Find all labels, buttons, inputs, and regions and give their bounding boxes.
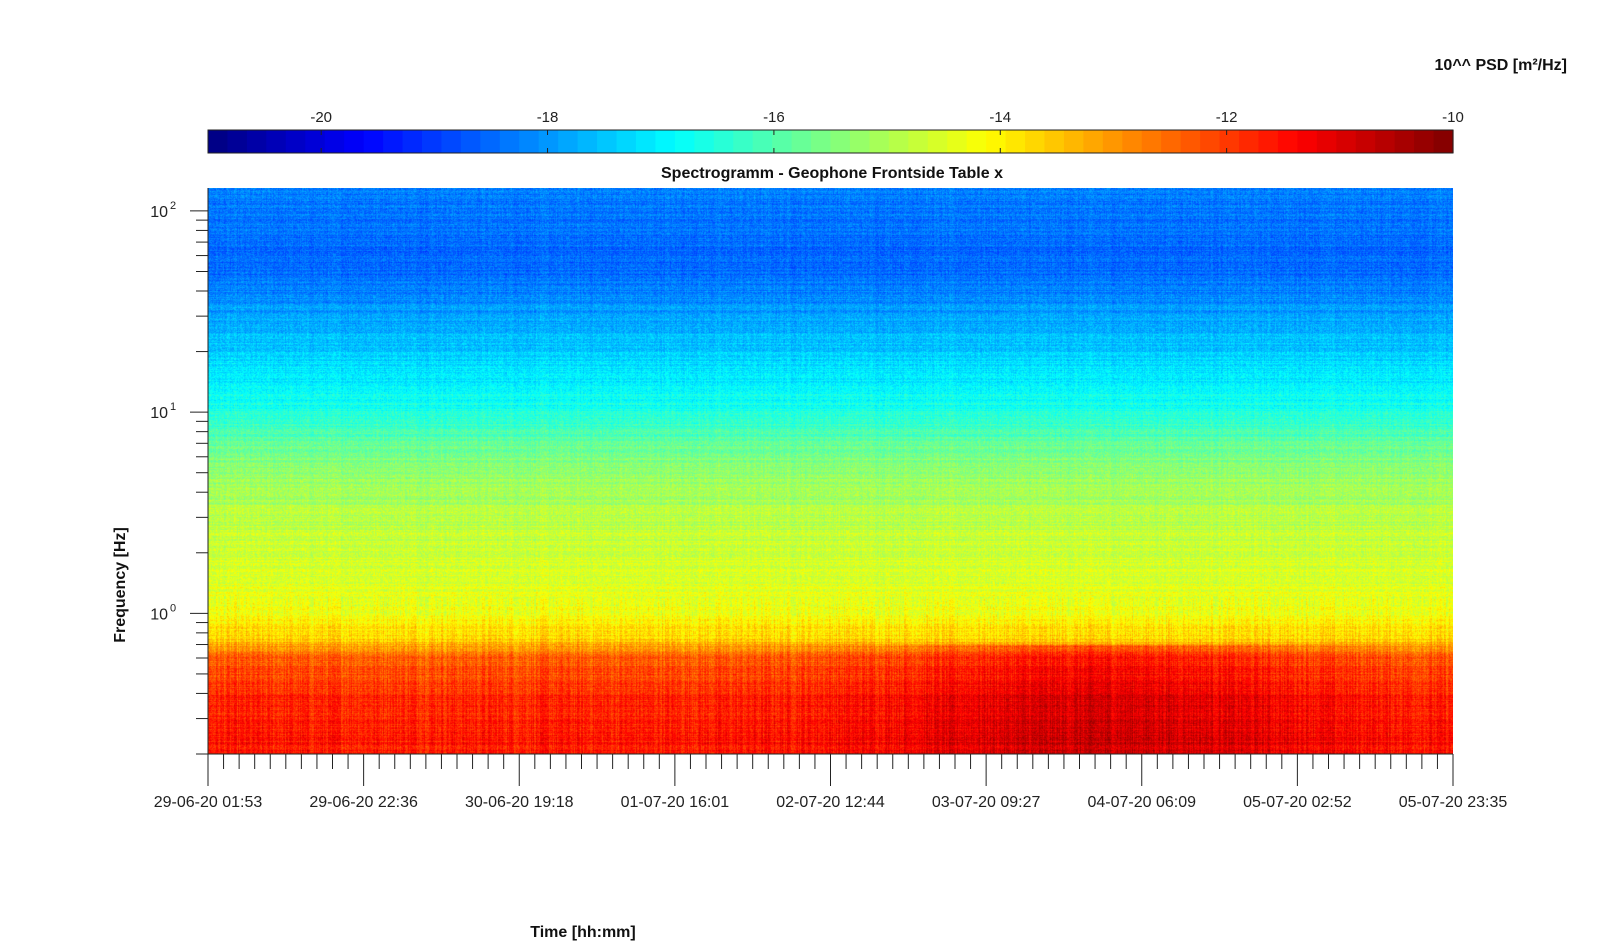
colorbar-step [908,130,929,153]
colorbar-step [888,130,909,153]
chart-title: Spectrogramm - Geophone Frontside Table … [661,165,1003,182]
colorbar-step [1025,130,1046,153]
colorbar-step [1141,130,1162,153]
colorbar-step [811,130,832,153]
colorbar-step [1005,130,1026,153]
x-tick-label: 30-06-20 19:18 [465,794,574,811]
y-tick-exponent: 0 [170,602,176,614]
y-tick-label: 10 [150,405,168,422]
colorbar-tick-label: -18 [537,109,559,126]
y-tick-label: 10 [150,606,168,623]
colorbar-step [1297,130,1318,153]
y-tick-exponent: 2 [170,200,176,212]
colorbar-step [402,130,423,153]
colorbar-step [597,130,618,153]
colorbar-step [460,130,481,153]
colorbar-step [305,130,326,153]
colorbar-step [694,130,715,153]
colorbar-step [1433,130,1454,153]
colorbar-step [986,130,1007,153]
colorbar [207,129,1454,154]
colorbar-step [1375,130,1396,153]
x-tick-label: 29-06-20 01:53 [154,794,263,811]
x-tick-label: 29-06-20 22:36 [309,794,418,811]
colorbar-step [519,130,540,153]
x-axis-label: Time [hh:mm] [530,924,635,941]
colorbar-label: 10^^ PSD [m²/Hz] [1435,57,1567,74]
colorbar-step [830,130,851,153]
colorbar-step [1044,130,1065,153]
colorbar-step [1316,130,1337,153]
colorbar-step [674,130,695,153]
colorbar-step [441,130,462,153]
colorbar-step [635,130,657,153]
colorbar-step [480,130,501,153]
colorbar-step [344,130,365,153]
colorbar-tick-labels: -20 -18 -16 -14 -12 -10 [310,109,1464,126]
colorbar-step [1394,130,1415,153]
y-axis-label: Frequency [Hz] [112,527,129,643]
colorbar-step [538,130,559,153]
colorbar-step [324,130,345,153]
colorbar-step [1258,130,1279,153]
spectrogram-image [208,188,1453,754]
y-tick-label: 10 [150,204,168,221]
colorbar-step [1336,130,1357,153]
x-tick-label: 04-07-20 06:09 [1087,794,1196,811]
colorbar-step [791,130,812,153]
colorbar-step [266,130,287,153]
colorbar-step [1277,130,1298,153]
colorbar-step [772,130,793,153]
colorbar-step [1102,130,1123,153]
colorbar-tick-label: -16 [763,109,785,126]
colorbar-step [616,130,637,153]
x-tick-label: 05-07-20 23:35 [1399,794,1508,811]
colorbar-tick-label: -10 [1442,109,1464,126]
colorbar-step [558,130,579,153]
colorbar-step [655,130,676,153]
colorbar-step [577,130,598,153]
colorbar-step [1414,130,1435,153]
x-tick-label: 02-07-20 12:44 [776,794,885,811]
x-tick-label: 01-07-20 16:01 [621,794,730,811]
colorbar-step [1219,130,1240,153]
colorbar-step [1239,130,1260,153]
colorbar-step [966,130,987,153]
colorbar-step [927,130,948,153]
colorbar-step [208,130,229,153]
colorbar-step [1180,130,1201,153]
colorbar-frame [207,129,1454,154]
colorbar-step [1083,130,1104,153]
y-tick-exponent: 1 [170,401,176,413]
colorbar-step [421,130,443,153]
colorbar-step [499,130,520,153]
colorbar-step [285,130,306,153]
colorbar-step [1355,130,1376,153]
colorbar-step [849,130,870,153]
colorbar-step [733,130,754,153]
x-tick-label: 05-07-20 02:52 [1243,794,1352,811]
colorbar-step [1063,130,1084,153]
colorbar-step [752,130,773,153]
colorbar-step [869,130,890,153]
colorbar-tick-label: -12 [1216,109,1238,126]
colorbar-tick-label: -20 [310,109,332,126]
colorbar-step [363,130,384,153]
x-tick-label: 03-07-20 09:27 [932,794,1041,811]
colorbar-step [1122,130,1143,153]
colorbar-step [1161,130,1182,153]
colorbar-tick-label: -14 [989,109,1011,126]
x-axis: 29-06-20 01:53 29-06-20 22:36 30-06-20 19:… [154,753,1508,811]
spectrogram-heatmap [208,188,1453,754]
colorbar-step [713,130,734,153]
colorbar-step [383,130,404,153]
colorbar-step [947,130,968,153]
colorbar-step [227,130,248,153]
colorbar-step [246,130,267,153]
colorbar-step [1200,130,1221,153]
